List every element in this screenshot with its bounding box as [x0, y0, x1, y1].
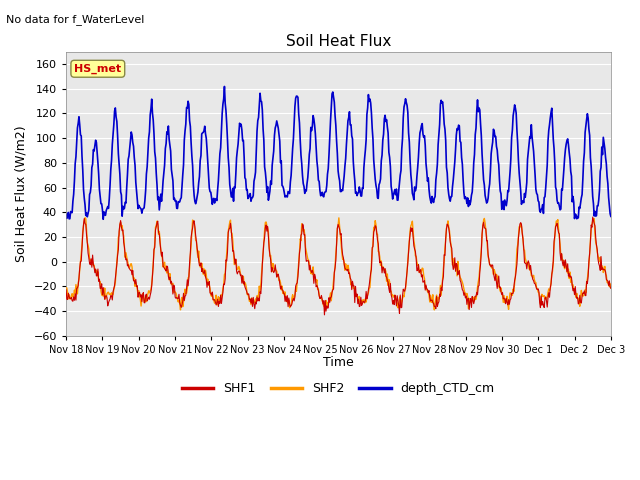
- Text: No data for f_WaterLevel: No data for f_WaterLevel: [6, 14, 145, 25]
- Text: HS_met: HS_met: [74, 64, 122, 74]
- X-axis label: Time: Time: [323, 356, 354, 369]
- Legend: SHF1, SHF2, depth_CTD_cm: SHF1, SHF2, depth_CTD_cm: [177, 377, 500, 400]
- Title: Soil Heat Flux: Soil Heat Flux: [286, 34, 391, 49]
- Y-axis label: Soil Heat Flux (W/m2): Soil Heat Flux (W/m2): [15, 125, 28, 262]
